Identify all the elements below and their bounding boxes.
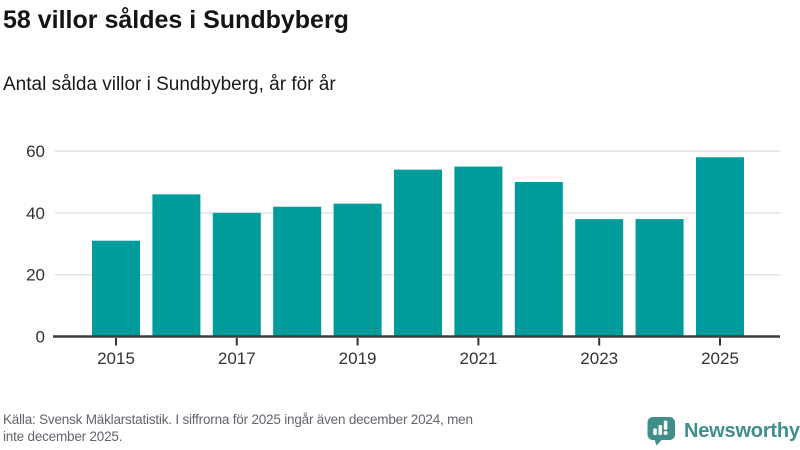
- y-tick-label: 0: [36, 328, 45, 347]
- x-tick-label: 2015: [97, 349, 135, 368]
- chart-subtitle: Antal sålda villor i Sundbyberg, år för …: [3, 74, 336, 95]
- bar-2025: [696, 157, 744, 337]
- bar-2024: [635, 219, 684, 337]
- y-tick-label: 20: [26, 266, 45, 285]
- newsworthy-logo-link[interactable]: Newsworthy: [646, 415, 800, 447]
- source-line-2: inte december 2025.: [3, 428, 123, 444]
- newsworthy-wordmark: Newsworthy: [684, 419, 800, 442]
- source-line-1: Källa: Svensk Mäklarstatistik. I siffror…: [3, 412, 473, 427]
- bar-2021: [454, 166, 503, 337]
- y-tick-label: 60: [26, 142, 45, 161]
- bar-2016: [152, 194, 201, 337]
- bar-2017: [212, 212, 261, 337]
- x-tick-label: 2025: [701, 349, 739, 368]
- newsworthy-logo-icon: [647, 417, 675, 446]
- page-title: 58 villor såldes i Sundbyberg: [3, 6, 349, 34]
- bar-2015: [92, 240, 140, 337]
- bar-2019: [333, 203, 382, 337]
- bar-chart: 0 20 40 60 2015 2017 2019 2021 2023 2025: [26, 142, 780, 368]
- x-tick-label: 2019: [339, 349, 377, 368]
- bar-2022: [514, 182, 563, 337]
- bar-2020: [394, 169, 442, 337]
- y-tick-label: 40: [26, 204, 45, 223]
- bar-2023: [575, 219, 624, 337]
- x-tick-label: 2023: [580, 349, 618, 368]
- bar-2018: [273, 206, 322, 337]
- x-tick-label: 2021: [459, 349, 497, 368]
- source-note: Källa: Svensk Mäklarstatistik. I siffror…: [3, 412, 651, 445]
- x-tick-label: 2017: [218, 349, 256, 368]
